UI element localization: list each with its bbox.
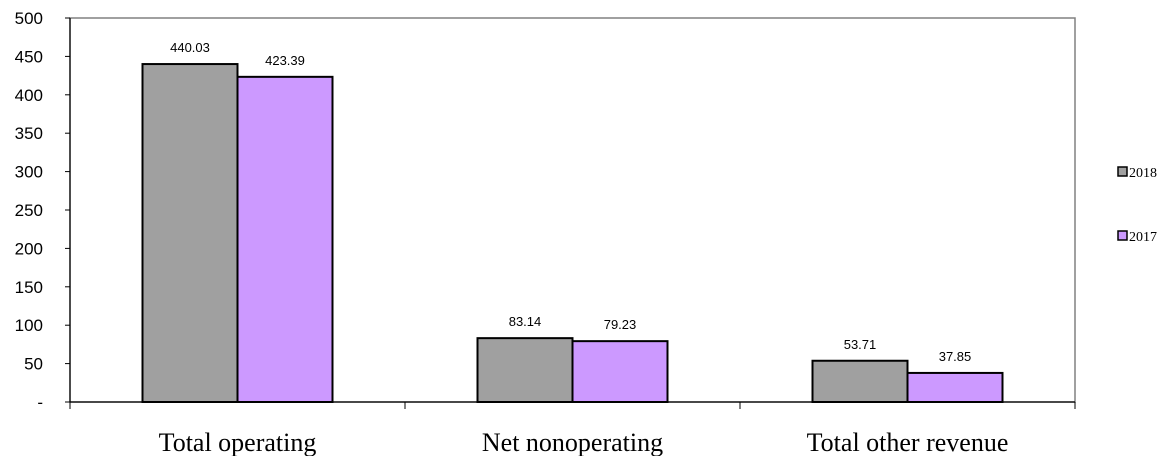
data-label: 423.39	[265, 53, 305, 68]
bars	[141, 63, 1004, 404]
legend: 2018 2017	[1117, 166, 1157, 245]
y-tick-label: 150	[15, 278, 43, 297]
axes: - 50 100 150 200 250 300 350 400 450 500 Total oper…	[15, 9, 1076, 456]
bar-2017-0	[236, 75, 334, 403]
bar-2018-1	[476, 337, 574, 403]
x-tick-label: Total other revenue	[807, 428, 1009, 456]
y-tick-label: 350	[15, 124, 43, 143]
y-tick-label: 450	[15, 47, 43, 66]
y-tick-label: 400	[15, 86, 43, 105]
bar-2017-1	[571, 340, 669, 404]
data-labels: 440.03 423.39 83.14 79.23 53.71 37.85	[170, 40, 971, 364]
data-label: 53.71	[844, 337, 877, 352]
bar-2018-0	[141, 63, 239, 404]
y-tick-label: 100	[15, 316, 43, 335]
data-label: 79.23	[604, 317, 637, 332]
data-label: 37.85	[939, 349, 972, 364]
data-label: 83.14	[509, 314, 542, 329]
y-tick-label: 50	[24, 355, 43, 374]
legend-swatch-2018	[1117, 166, 1128, 177]
x-tick-label: Total operating	[159, 428, 317, 456]
y-tick-label: -	[37, 393, 43, 412]
legend-swatch-2017	[1117, 230, 1128, 241]
bar-2018-2	[811, 359, 909, 404]
y-tick-label: 200	[15, 239, 43, 258]
y-tick-label: 500	[15, 9, 43, 28]
y-tick-label: 300	[15, 163, 43, 182]
data-label: 440.03	[170, 40, 210, 55]
legend-label: 2017	[1129, 230, 1157, 245]
legend-label: 2018	[1129, 166, 1157, 181]
bar-2017-2	[906, 371, 1004, 404]
y-tick-label: 250	[15, 201, 43, 220]
x-tick-label: Net nonoperating	[482, 428, 663, 456]
